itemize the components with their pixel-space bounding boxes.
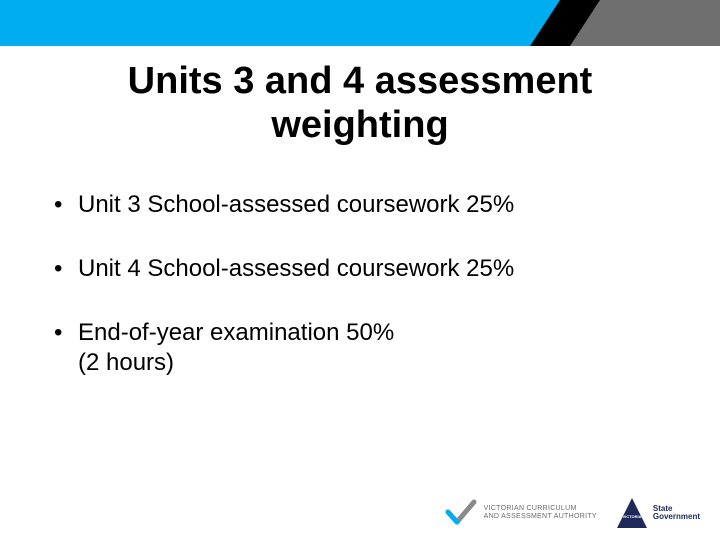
bullet-subtext: (2 hours) [78, 348, 654, 378]
bullet-text: End-of-year examination 50% [78, 319, 394, 346]
bullet-text: Unit 4 School-assessed coursework 25% [78, 255, 514, 282]
vcaa-line1: VICTORIAN CURRICULUM [484, 505, 597, 513]
bullet-list: Unit 3 School-assessed coursework 25% Un… [54, 190, 654, 412]
bullet-item: Unit 3 School-assessed coursework 25% [54, 190, 654, 220]
bullet-item: End-of-year examination 50% (2 hours) [54, 318, 654, 378]
victoria-triangle-icon: VICTORIA [615, 496, 649, 530]
vcaa-logo: VICTORIAN CURRICULUM AND ASSESSMENT AUTH… [444, 498, 597, 528]
svg-text:VICTORIA: VICTORIA [622, 514, 641, 519]
vcaa-text: VICTORIAN CURRICULUM AND ASSESSMENT AUTH… [484, 505, 597, 520]
footer-logos: VICTORIAN CURRICULUM AND ASSESSMENT AUTH… [444, 496, 700, 530]
slide-title: Units 3 and 4 assessment weighting [0, 60, 720, 147]
victoria-text: State Government [653, 505, 700, 521]
vcaa-line2: AND ASSESSMENT AUTHORITY [484, 513, 597, 521]
victoria-line2: Government [653, 513, 700, 521]
victoria-gov-logo: VICTORIA State Government [615, 496, 700, 530]
header-blue-segment [0, 0, 560, 46]
slide: Units 3 and 4 assessment weighting Unit … [0, 0, 720, 540]
header-bar [0, 0, 720, 46]
vcaa-check-icon [444, 498, 478, 528]
bullet-item: Unit 4 School-assessed coursework 25% [54, 254, 654, 284]
bullet-text: Unit 3 School-assessed coursework 25% [78, 191, 514, 218]
